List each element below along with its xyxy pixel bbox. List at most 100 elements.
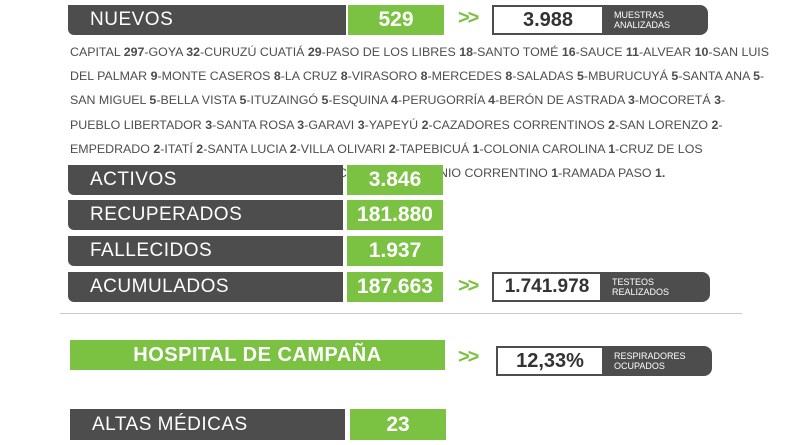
- town-count: 3: [205, 117, 213, 132]
- town-count: 5: [577, 69, 584, 84]
- town-item: CAPITAL 297: [70, 45, 144, 59]
- town-count: 2: [608, 117, 616, 132]
- town-count: 2: [388, 141, 396, 156]
- town-count: 5: [149, 93, 157, 108]
- town-count: 8: [273, 69, 281, 84]
- town-separator: -: [472, 45, 478, 59]
- town-name: SALADAS: [516, 69, 574, 84]
- town-item: SALADAS 5: [516, 69, 584, 83]
- town-item: SAN LORENZO 2: [619, 118, 718, 132]
- town-item: ITUZAINGÓ 5: [251, 93, 329, 107]
- town-count: 9: [150, 69, 158, 84]
- town-count: 1: [551, 166, 559, 181]
- town-name: TAPEBICUÁ: [399, 141, 470, 156]
- town-item: CURUZÚ CUATIÁ 29: [204, 45, 322, 59]
- town-item: GARAVI 3: [308, 118, 364, 132]
- town-separator: -: [364, 117, 369, 132]
- muestras-box: 3.988 MUESTRAS ANALIZADAS: [492, 5, 708, 35]
- town-item: YAPEYÚ 2: [369, 118, 429, 132]
- town-separator: -: [200, 45, 205, 59]
- testeos-label-line2: REALIZADOS: [612, 287, 670, 297]
- town-name: YAPEYÚ: [368, 117, 419, 132]
- chevron-icon: >>: [458, 346, 479, 368]
- hospital-label: HOSPITAL DE CAMPAÑA: [70, 340, 445, 370]
- town-name: ITATÍ: [164, 141, 193, 156]
- town-item: BELLA VISTA 5: [160, 93, 246, 107]
- town-separator: -: [328, 93, 333, 108]
- altas-label: ALTAS MÉDICAS: [70, 409, 345, 440]
- town-name: CAZADORES CORRENTINOS: [432, 117, 605, 132]
- town-count: 8: [505, 69, 513, 84]
- town-item: PERUGORRÍA 4: [402, 93, 495, 107]
- town-name: SANTO TOMÉ: [477, 45, 559, 59]
- town-item: MBURUCUYÁ 5: [588, 69, 678, 83]
- town-count: 4: [488, 93, 496, 108]
- town-item: ALVEAR 10: [643, 45, 708, 59]
- town-separator: -: [160, 141, 165, 156]
- town-item: VIRASORO 8: [352, 69, 428, 83]
- town-name: SANTA ANA: [682, 69, 750, 84]
- town-name: VILLA OLIVARI: [300, 141, 386, 156]
- town-count: 10: [694, 45, 709, 59]
- chevron-icon: >>: [458, 275, 479, 297]
- town-name: GOYA: [148, 45, 183, 59]
- town-item: BERÓN DE ASTRADA 3: [499, 93, 635, 107]
- town-separator: -: [144, 45, 149, 59]
- testeos-box: 1.741.978 TESTEOS REALIZADOS: [492, 272, 710, 302]
- town-count: 8: [340, 69, 348, 84]
- testeos-label: TESTEOS REALIZADOS: [600, 272, 710, 302]
- town-separator: -: [615, 141, 620, 156]
- town-count: 1: [472, 141, 480, 156]
- nuevos-label: NUEVOS: [68, 5, 346, 35]
- town-name: MERCEDES: [431, 69, 502, 84]
- testeos-value: 1.741.978: [492, 272, 600, 302]
- town-separator: -: [296, 141, 301, 156]
- town-name: ITUZAINGÓ: [250, 93, 318, 108]
- town-item: LA CRUZ 8: [285, 69, 348, 83]
- town-count: 3: [627, 93, 635, 108]
- town-count: 8: [420, 69, 428, 84]
- altas-value: 23: [350, 409, 446, 440]
- fallecidos-value: 1.937: [347, 236, 443, 266]
- testeos-label-line1: TESTEOS: [612, 277, 655, 287]
- town-name: COLONIA CAROLINA: [483, 141, 605, 156]
- muestras-label-line2: ANALIZADAS: [614, 20, 671, 30]
- town-separator: -: [280, 69, 285, 84]
- town-name: VIRASORO: [351, 69, 418, 84]
- town-separator: -: [479, 141, 484, 156]
- town-count: 2: [289, 141, 297, 156]
- town-name: PUEBLO LIBERTADOR: [70, 117, 202, 132]
- town-name: RAMADA PASO: [562, 166, 652, 181]
- town-item: GOYA 32: [149, 45, 200, 59]
- town-item: SANTA LUCIA 2: [207, 142, 296, 156]
- town-count: 11: [625, 45, 640, 59]
- town-name: SAN LUIS DEL PALMAR: [70, 45, 770, 84]
- town-count: 3: [297, 117, 305, 132]
- acumulados-value: 187.663: [347, 272, 443, 302]
- town-count: 4: [391, 93, 398, 108]
- town-separator: -: [575, 45, 580, 59]
- town-separator: -: [512, 69, 517, 84]
- town-count: 5: [671, 69, 679, 84]
- town-name: MBURUCUYÁ: [588, 69, 668, 84]
- town-item: INGENIO CORRENTINO 1: [409, 166, 558, 180]
- town-item: MERCEDES 8: [432, 69, 513, 83]
- town-separator: -: [760, 69, 765, 84]
- town-count: 5: [753, 69, 761, 84]
- town-separator: -: [395, 141, 400, 156]
- town-separator: -: [428, 117, 433, 132]
- town-separator: -: [720, 93, 726, 108]
- town-name: MOCORETÁ: [639, 93, 711, 108]
- town-separator: -: [558, 166, 563, 181]
- respiradores-label: RESPIRADORES OCUPADOS: [602, 346, 712, 376]
- town-name: INGENIO CORRENTINO: [408, 166, 548, 181]
- town-name: CURUZÚ CUATIÁ: [204, 45, 305, 59]
- town-count: 297: [123, 45, 145, 59]
- town-name: LA CRUZ: [284, 69, 338, 84]
- town-name: MONTE CASEROS: [161, 69, 271, 84]
- activos-label: ACTIVOS: [68, 165, 343, 195]
- respiradores-label-line1: RESPIRADORES: [614, 351, 686, 361]
- town-name: EMPEDRADO: [70, 141, 150, 156]
- town-count: 5: [239, 93, 247, 108]
- town-name: BERÓN DE ASTRADA: [499, 93, 625, 108]
